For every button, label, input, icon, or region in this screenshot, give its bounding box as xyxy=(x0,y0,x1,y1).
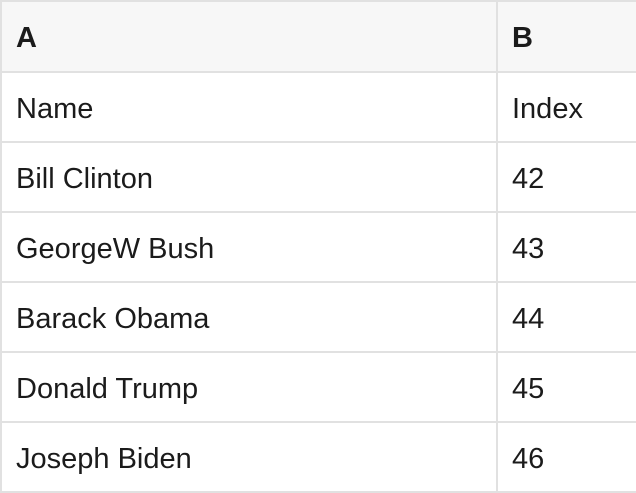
column-header-b-label: B xyxy=(512,22,533,54)
cell-text: GeorgeW Bush xyxy=(16,232,215,265)
column-header-a[interactable]: A xyxy=(2,2,498,71)
table-row: Name Index xyxy=(2,73,636,143)
table-row: GeorgeW Bush 43 xyxy=(2,213,636,283)
cell-text: Barack Obama xyxy=(16,302,210,335)
column-header-row: A B xyxy=(2,2,636,73)
cell-text: 43 xyxy=(512,232,545,265)
cell-text: Index xyxy=(512,92,583,125)
cell-text: Bill Clinton xyxy=(16,162,153,195)
cell-b3[interactable]: 43 xyxy=(498,213,636,281)
cell-a4[interactable]: Barack Obama xyxy=(2,283,498,351)
cell-text: Joseph Biden xyxy=(16,442,192,475)
table-row: Joseph Biden 46 xyxy=(2,423,636,493)
cell-text: Name xyxy=(16,92,94,125)
cell-a3[interactable]: GeorgeW Bush xyxy=(2,213,498,281)
cell-text: 42 xyxy=(512,162,545,195)
table-row: Barack Obama 44 xyxy=(2,283,636,353)
table-row: Bill Clinton 42 xyxy=(2,143,636,213)
cell-b2[interactable]: 42 xyxy=(498,143,636,211)
cell-b6[interactable]: 46 xyxy=(498,423,636,491)
table-row: Donald Trump 45 xyxy=(2,353,636,423)
column-header-a-label: A xyxy=(16,22,37,54)
cell-a6[interactable]: Joseph Biden xyxy=(2,423,498,491)
cell-text: 46 xyxy=(512,442,545,475)
cell-text: Donald Trump xyxy=(16,372,199,405)
cell-a5[interactable]: Donald Trump xyxy=(2,353,498,421)
cell-b1[interactable]: Index xyxy=(498,73,636,141)
cell-a1[interactable]: Name xyxy=(2,73,498,141)
cell-b4[interactable]: 44 xyxy=(498,283,636,351)
cell-text: 45 xyxy=(512,372,545,405)
cell-b5[interactable]: 45 xyxy=(498,353,636,421)
column-header-b[interactable]: B xyxy=(498,2,636,71)
cell-text: 44 xyxy=(512,302,545,335)
cell-a2[interactable]: Bill Clinton xyxy=(2,143,498,211)
